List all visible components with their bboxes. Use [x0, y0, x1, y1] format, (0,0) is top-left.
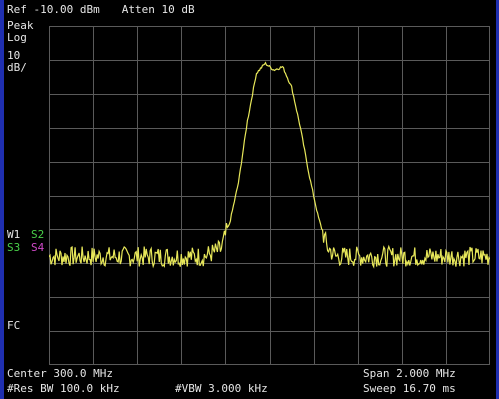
s3-label: S3 [7, 241, 21, 254]
s4-label: S4 [31, 241, 45, 254]
header-readout: Ref -10.00 dBm Atten 10 dB [7, 4, 217, 16]
detector-label: Peak [7, 19, 34, 32]
w1-label: W1 [7, 228, 21, 241]
ref-level: Ref -10.00 dBm [7, 3, 100, 16]
scale-value-label: 10 [7, 49, 21, 62]
graticule-border [49, 26, 490, 365]
sweep-time: Sweep 16.70 ms [363, 382, 456, 395]
spectrum-trace [49, 61, 490, 269]
attenuation: Atten 10 dB [121, 3, 195, 16]
grid-lines [49, 26, 490, 365]
s2-label: S2 [31, 228, 45, 241]
scale-unit-label: dB/ [7, 61, 27, 74]
left-frame [0, 0, 4, 399]
right-frame [496, 0, 499, 399]
fc-label: FC [7, 319, 21, 332]
scale-type-label: Log [7, 31, 27, 44]
video-bandwidth: #VBW 3.000 kHz [175, 382, 268, 395]
center-frequency: Center 300.0 MHz [7, 367, 113, 380]
resolution-bandwidth: #Res BW 100.0 kHz [7, 382, 120, 395]
spectrum-graticule [49, 26, 490, 365]
span: Span 2.000 MHz [363, 367, 456, 380]
